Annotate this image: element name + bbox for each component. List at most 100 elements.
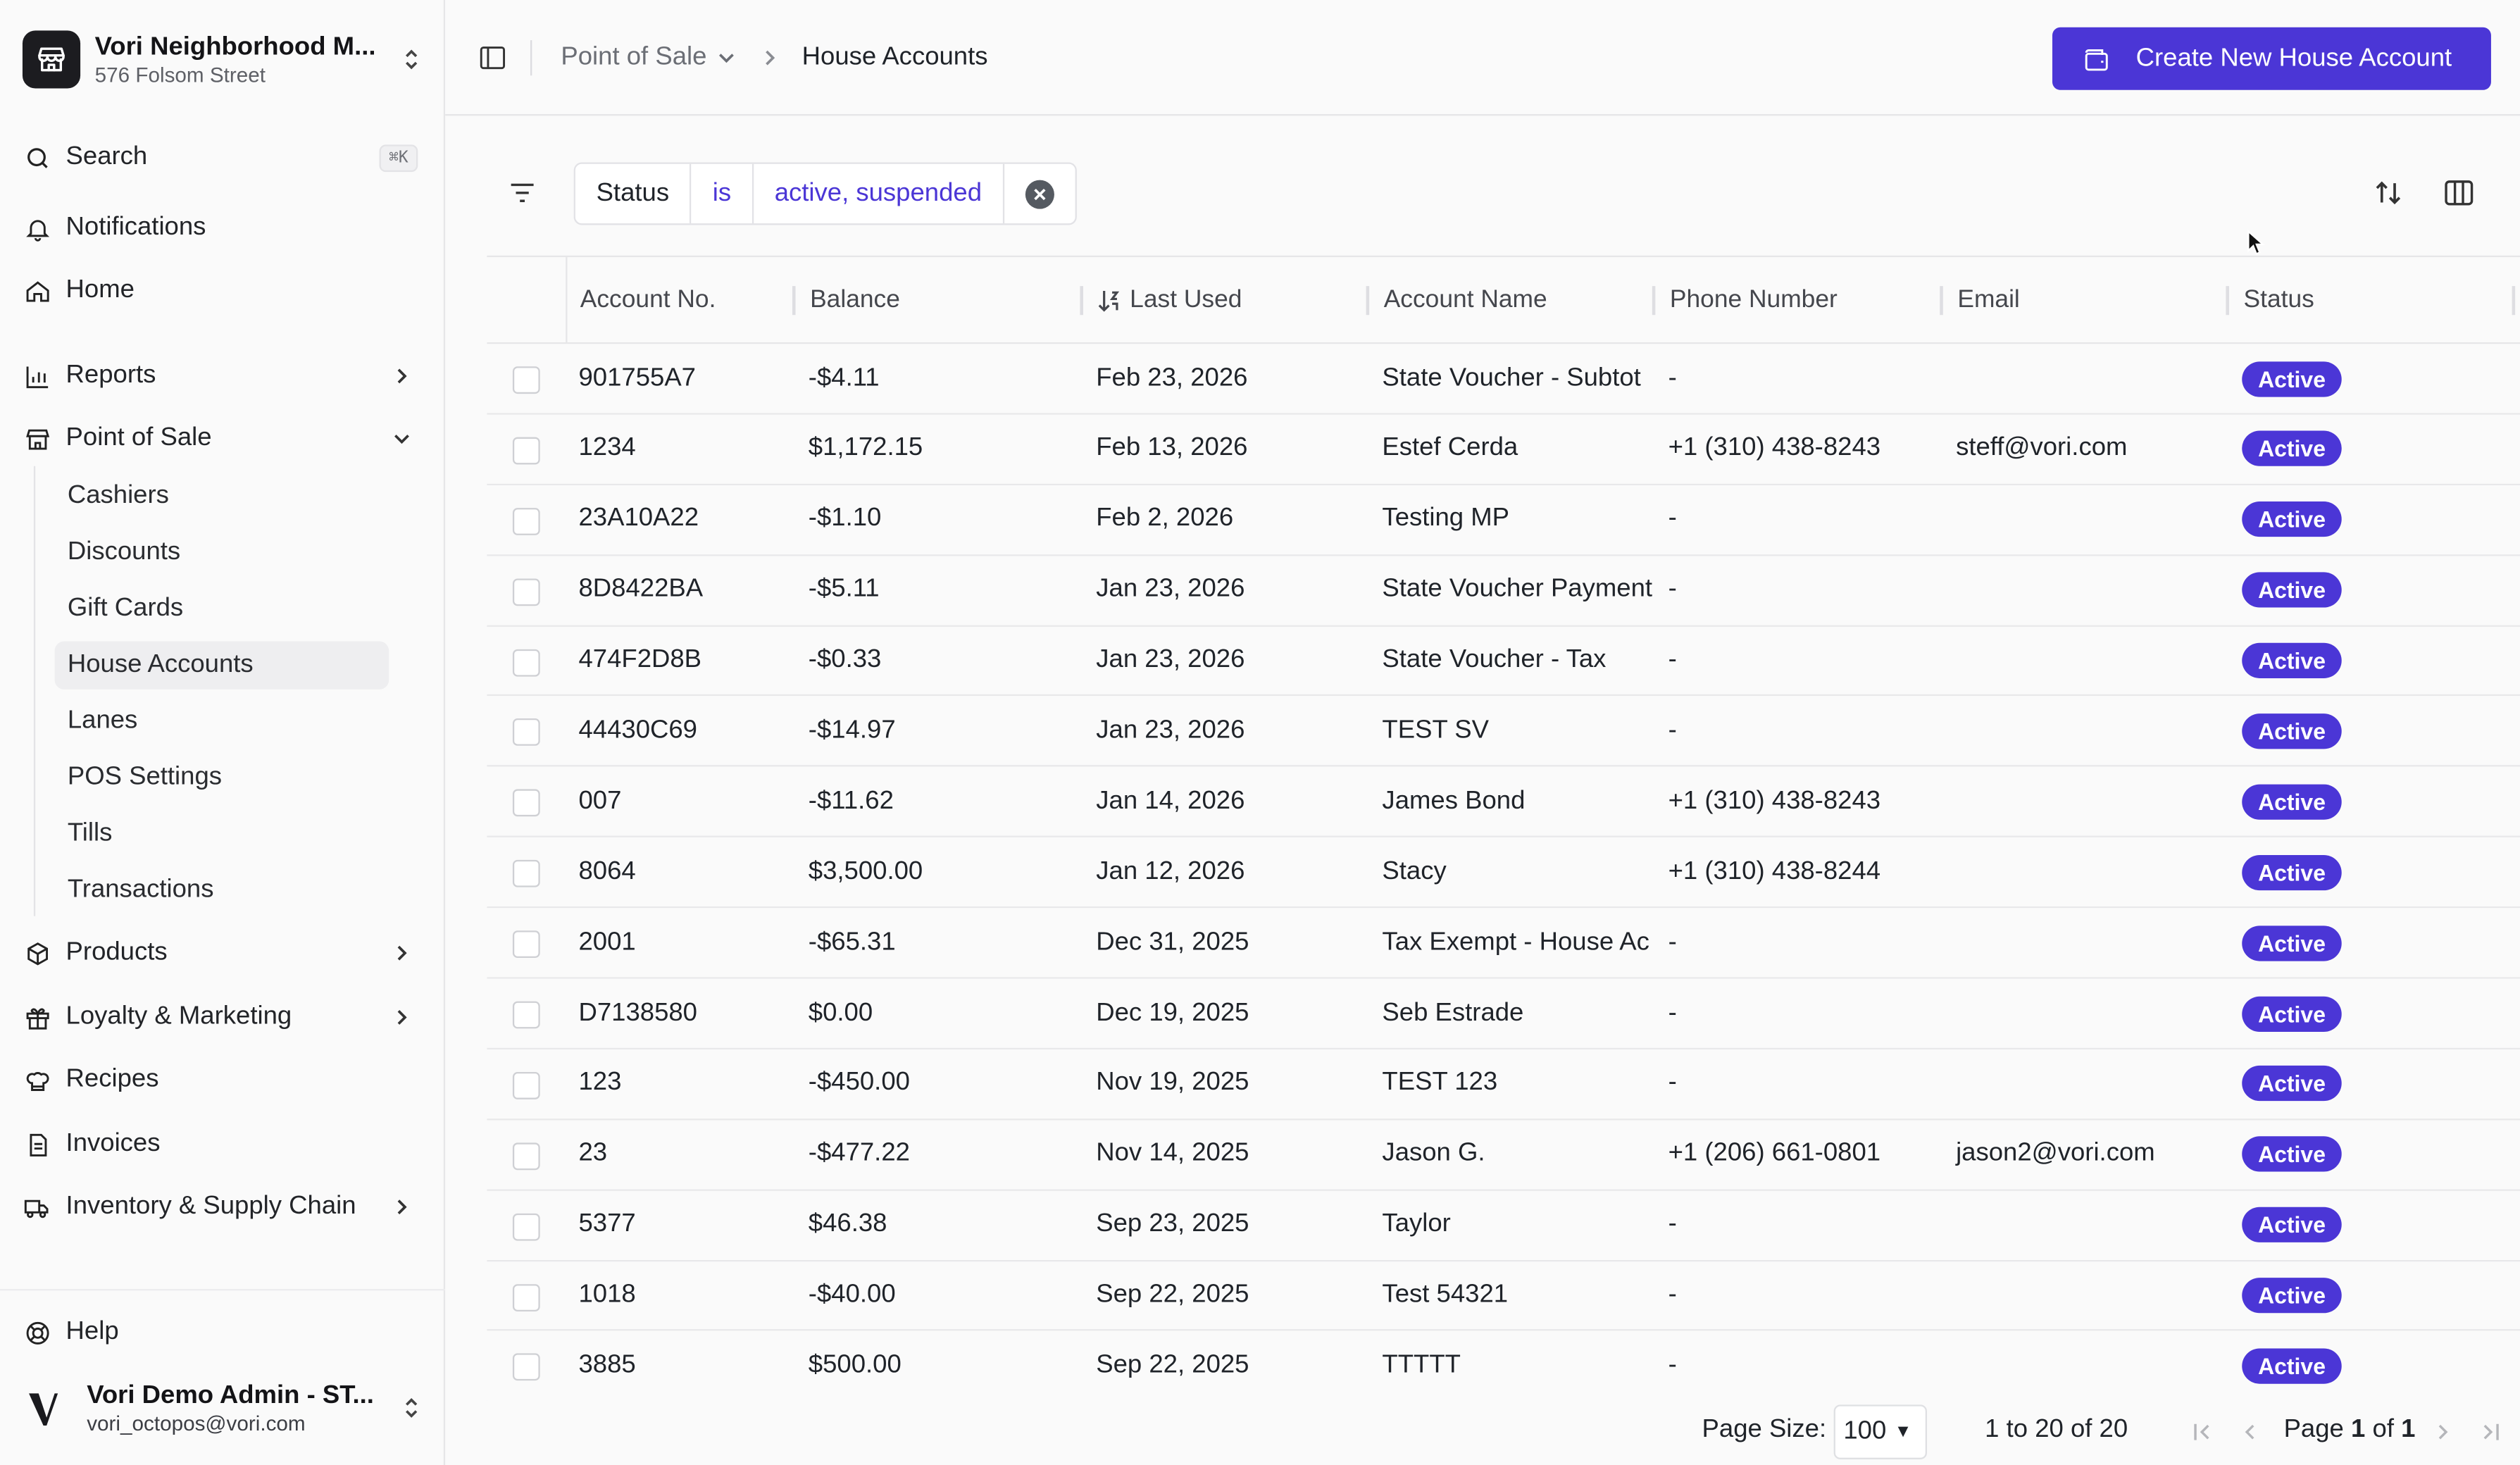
page-size-select[interactable]: 100 ▼ <box>1833 1404 1927 1459</box>
column-resize-handle[interactable] <box>792 286 796 316</box>
row-checkbox[interactable] <box>512 790 540 817</box>
first-page-icon[interactable] <box>2188 1416 2216 1448</box>
column-header-status[interactable]: Status <box>2229 257 2516 342</box>
row-checkbox[interactable] <box>512 1354 540 1382</box>
table-row[interactable]: 1018 -$40.00 Sep 22, 2025 Test 54321 - Active <box>487 1261 2520 1332</box>
filter-icon[interactable] <box>506 178 539 207</box>
row-checkbox[interactable] <box>512 507 540 535</box>
sidebar-item-discounts[interactable]: Discounts <box>67 538 181 566</box>
row-checkbox[interactable] <box>512 1001 540 1029</box>
row-checkbox[interactable] <box>512 719 540 747</box>
row-checkbox[interactable] <box>512 648 540 676</box>
column-resize-handle[interactable] <box>2226 286 2229 316</box>
sidebar-item-house-accounts[interactable]: House Accounts <box>54 641 389 690</box>
nav-reports-label: Reports <box>66 361 156 389</box>
status-filter-chip[interactable]: Status is active, suspended <box>573 162 1077 225</box>
column-header-balance[interactable]: Balance <box>796 257 1084 342</box>
table-row[interactable]: 44430C69 -$14.97 Jan 23, 2026 TEST SV - Activ… <box>487 697 2520 768</box>
column-header-last-used[interactable]: Last Used <box>1083 257 1370 342</box>
row-checkbox[interactable] <box>512 1142 540 1170</box>
cell-balance: $46.38 <box>808 1210 887 1238</box>
store-switcher[interactable]: Vori Neighborhood M... 576 Folsom Street <box>22 29 424 90</box>
sidebar-item-lanes[interactable]: Lanes <box>67 707 138 735</box>
table-row[interactable]: 23 -$477.22 Nov 14, 2025 Jason G. +1 (206) 6… <box>487 1120 2520 1191</box>
nav-invoices[interactable]: Invoices <box>23 1120 424 1168</box>
row-checkbox[interactable] <box>512 1283 540 1311</box>
column-header-account-name[interactable]: Account Name <box>1369 257 1656 342</box>
nav-point-of-sale[interactable]: Point of Sale <box>23 415 424 463</box>
status-badge: Active <box>2242 713 2342 749</box>
table-row[interactable]: 123 -$450.00 Nov 19, 2025 TEST 123 - Active <box>487 1049 2520 1121</box>
cell-status: Active <box>2229 837 2515 906</box>
row-range: 1 to 20 of 20 <box>1985 1416 2128 1444</box>
next-page-icon[interactable] <box>2428 1416 2457 1448</box>
row-checkbox[interactable] <box>512 930 540 959</box>
sort-icon[interactable] <box>2371 177 2406 209</box>
nav-notifications[interactable]: Notifications <box>23 204 424 252</box>
column-resize-handle[interactable] <box>1652 286 1656 316</box>
row-checkbox[interactable] <box>512 578 540 606</box>
table-row[interactable]: 5377 $46.38 Sep 23, 2025 Taylor - Active <box>487 1190 2520 1261</box>
table-row[interactable]: 2001 -$65.31 Dec 31, 2025 Tax Exempt - Hous… <box>487 908 2520 979</box>
row-checkbox[interactable] <box>512 1213 540 1240</box>
filter-field[interactable]: Status <box>575 163 692 224</box>
columns-icon[interactable] <box>2441 177 2476 209</box>
table-row[interactable]: 474F2D8B -$0.33 Jan 23, 2026 State Voucher … <box>487 625 2520 697</box>
previous-page-icon[interactable] <box>2235 1416 2264 1448</box>
nav-help[interactable]: Help <box>23 1308 424 1356</box>
table-row[interactable]: 3885 $500.00 Sep 22, 2025 TTTTT - Active <box>487 1331 2520 1402</box>
cell-phone-number: +1 (310) 438-8243 <box>1668 435 1881 462</box>
row-checkbox[interactable] <box>512 1071 540 1099</box>
cell-last-used: Jan 12, 2026 <box>1096 857 1245 885</box>
nav-search[interactable]: Search ⌘K <box>23 133 424 181</box>
column-resize-handle[interactable] <box>2512 286 2516 316</box>
cell-balance: -$11.62 <box>808 787 894 815</box>
filter-operator[interactable]: is <box>692 163 754 224</box>
nav-recipes[interactable]: Recipes <box>23 1056 424 1104</box>
filter-value[interactable]: active, suspended <box>754 163 1004 224</box>
column-resize-handle[interactable] <box>1080 286 1084 316</box>
sidebar-item-cashiers[interactable]: Cashiers <box>67 482 169 510</box>
table-row[interactable]: 8064 $3,500.00 Jan 12, 2026 Stacy +1 (310) 4… <box>487 837 2520 909</box>
table-row[interactable]: 23A10A22 -$1.10 Feb 2, 2026 Testing MP - Acti… <box>487 485 2520 556</box>
nav-home-label: Home <box>66 276 135 304</box>
sidebar-item-pos-settings[interactable]: POS Settings <box>67 763 223 791</box>
column-resize-handle[interactable] <box>1940 286 1943 316</box>
column-resize-handle[interactable] <box>1366 286 1370 316</box>
table-body: 901755A7 -$4.11 Feb 23, 2026 State Voucher … <box>487 344 2520 1402</box>
sidebar-toggle-icon[interactable] <box>478 44 506 73</box>
clear-filter-button[interactable] <box>1004 164 1075 223</box>
row-checkbox[interactable] <box>512 366 540 394</box>
nav-reports[interactable]: Reports <box>23 352 424 400</box>
table-row[interactable]: 901755A7 -$4.11 Feb 23, 2026 State Voucher … <box>487 344 2520 415</box>
row-checkbox[interactable] <box>512 437 540 465</box>
cell-status: Active <box>2229 1120 2515 1189</box>
cell-phone-number: - <box>1668 575 1677 604</box>
sidebar-item-gift-cards[interactable]: Gift Cards <box>67 594 184 623</box>
cell-account-no: 23A10A22 <box>578 505 699 532</box>
breadcrumb-point-of-sale[interactable]: Point of Sale <box>561 42 735 74</box>
nav-products[interactable]: Products <box>23 929 424 977</box>
vori-logo-icon <box>23 1384 70 1432</box>
sidebar-item-tills[interactable]: Tills <box>67 819 113 847</box>
cell-email <box>1943 1049 2229 1118</box>
sidebar-item-transactions[interactable]: Transactions <box>67 875 214 904</box>
chevron-right-icon <box>389 940 415 966</box>
nav-home[interactable]: Home <box>23 267 424 315</box>
nav-inventory-supply-chain[interactable]: Inventory & Supply Chain <box>23 1183 424 1230</box>
status-badge: Active <box>2242 925 2342 961</box>
column-header-account-no[interactable]: Account No. <box>566 257 796 342</box>
row-checkbox[interactable] <box>512 860 540 888</box>
last-page-icon[interactable] <box>2476 1416 2505 1448</box>
user-menu[interactable]: Vori Demo Admin - ST... vori_octopos@vor… <box>23 1376 424 1440</box>
table-row[interactable]: 8D8422BA -$5.11 Jan 23, 2026 State Voucher … <box>487 555 2520 626</box>
table-row[interactable]: 1234 $1,172.15 Feb 13, 2026 Estef Cerda +1 (… <box>487 414 2520 485</box>
column-header-phone-number[interactable]: Phone Number <box>1655 257 1943 342</box>
create-house-account-button[interactable]: Create New House Account <box>2052 27 2491 90</box>
column-header-email[interactable]: Email <box>1943 257 2229 342</box>
table-row[interactable]: D7138580 $0.00 Dec 19, 2025 Seb Estrade - Act… <box>487 978 2520 1049</box>
cell-email: steff@vori.com <box>1956 435 2128 462</box>
table-row[interactable]: 007 -$11.62 Jan 14, 2026 James Bond +1 (310)… <box>487 767 2520 838</box>
nav-loyalty-marketing[interactable]: Loyalty & Marketing <box>23 993 424 1041</box>
cell-account-no: 474F2D8B <box>578 646 702 674</box>
